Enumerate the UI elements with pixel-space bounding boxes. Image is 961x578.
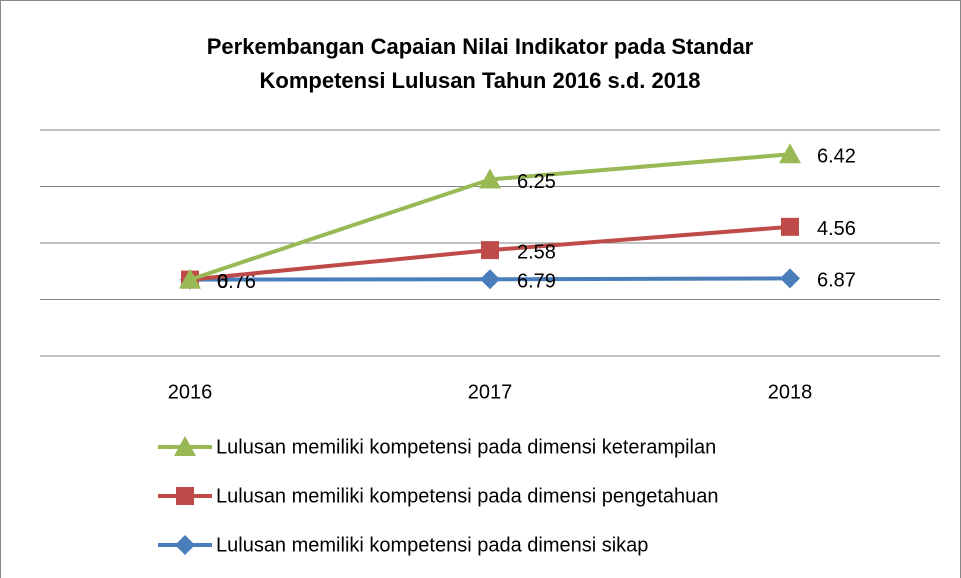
x-tick-label: 2016 — [168, 381, 213, 403]
legend-label: Lulusan memiliki kompetensi pada dimensi… — [216, 534, 648, 556]
marker — [174, 436, 196, 456]
data-label: 6.87 — [817, 270, 856, 292]
x-tick-label: 2017 — [468, 381, 513, 403]
marker — [480, 269, 500, 290]
data-label: 6.42 — [817, 146, 856, 168]
marker — [481, 241, 499, 260]
chart-title: Kompetensi Lulusan Tahun 2016 s.d. 2018 — [260, 68, 701, 93]
data-label: 2.58 — [517, 241, 556, 263]
legend-label: Lulusan memiliki kompetensi pada dimensi… — [216, 485, 719, 507]
legend-label: Lulusan memiliki kompetensi pada dimensi… — [216, 436, 716, 458]
data-label: 6.25 — [517, 171, 556, 193]
marker — [179, 268, 201, 289]
marker — [781, 217, 799, 236]
data-label: 4.56 — [817, 218, 856, 240]
marker — [780, 268, 800, 289]
x-tick-label: 2018 — [768, 381, 813, 403]
chart-title: Perkembangan Capaian Nilai Indikator pad… — [207, 34, 754, 59]
marker — [779, 143, 801, 164]
data-label: 0 — [217, 271, 228, 293]
data-label: 0 — [217, 271, 228, 293]
data-label: 6.79 — [517, 271, 556, 293]
marker — [176, 487, 194, 505]
marker — [175, 535, 195, 555]
marker — [479, 168, 501, 189]
